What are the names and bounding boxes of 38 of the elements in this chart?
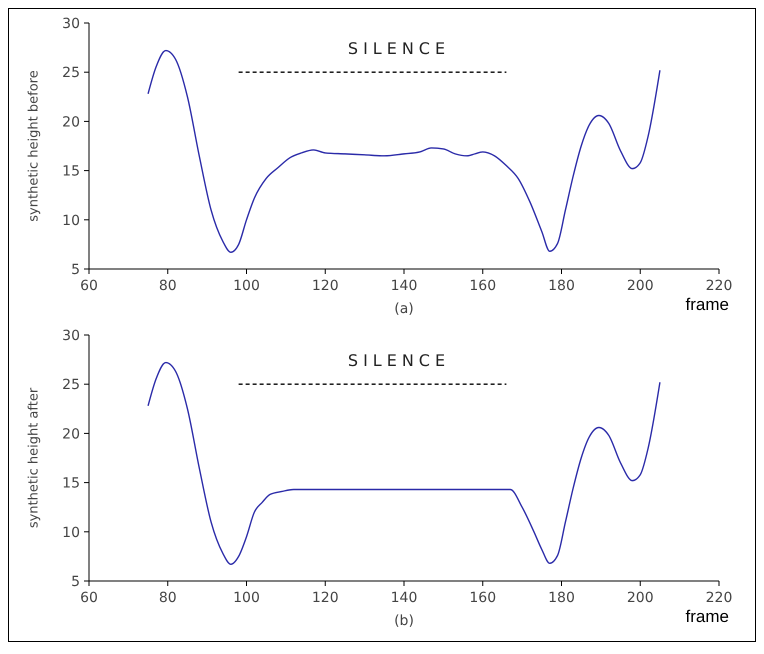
x-axis-title: frame [686, 607, 729, 627]
x-tick-label: 220 [706, 278, 732, 294]
text: (a) [394, 301, 414, 317]
x-tick-label: 200 [626, 590, 654, 606]
y-tick-label: 25 [62, 377, 80, 394]
y-tick-label: 30 [62, 328, 80, 344]
annotation: SILENCE [346, 351, 452, 370]
y-tick-label: 20 [62, 114, 80, 130]
y-tick-label: 10 [62, 212, 80, 229]
annotation: SILENCE [346, 39, 452, 58]
x-tick-label: 180 [548, 590, 575, 606]
y-tick-label: 5 [71, 262, 80, 278]
y-tick-label: 15 [62, 476, 80, 492]
x-tick-label: 140 [390, 590, 418, 606]
y-tick-label: 30 [62, 16, 80, 32]
x-tick-label: 60 [80, 590, 98, 606]
y-tick-label: 25 [62, 65, 80, 82]
x-tick-label: 100 [233, 278, 260, 294]
x-tick-label: 160 [469, 278, 496, 294]
x-tick-label: 80 [158, 590, 177, 606]
x-tick-label: 200 [626, 278, 654, 294]
x-tick-label: 120 [312, 590, 339, 606]
y-tick-label: 10 [62, 524, 80, 541]
y-tick-label: 15 [62, 164, 80, 180]
x-tick-label: 80 [158, 278, 177, 294]
x-axis-title: frame [686, 295, 729, 315]
x-tick-label: 220 [706, 590, 732, 606]
x-tick-label: 60 [80, 278, 98, 294]
x-tick-label: 120 [312, 278, 339, 294]
y-axis-title: synthetic height after [26, 387, 42, 528]
x-tick-label: 180 [548, 278, 575, 294]
text: (b) [394, 613, 414, 629]
x-tick-label: 140 [390, 278, 418, 294]
y-tick-label: 5 [71, 574, 80, 590]
y-axis-title: synthetic height before [26, 70, 42, 222]
y-tick-label: 20 [62, 426, 80, 442]
x-tick-label: 100 [233, 590, 260, 606]
x-tick-label: 160 [469, 590, 496, 606]
